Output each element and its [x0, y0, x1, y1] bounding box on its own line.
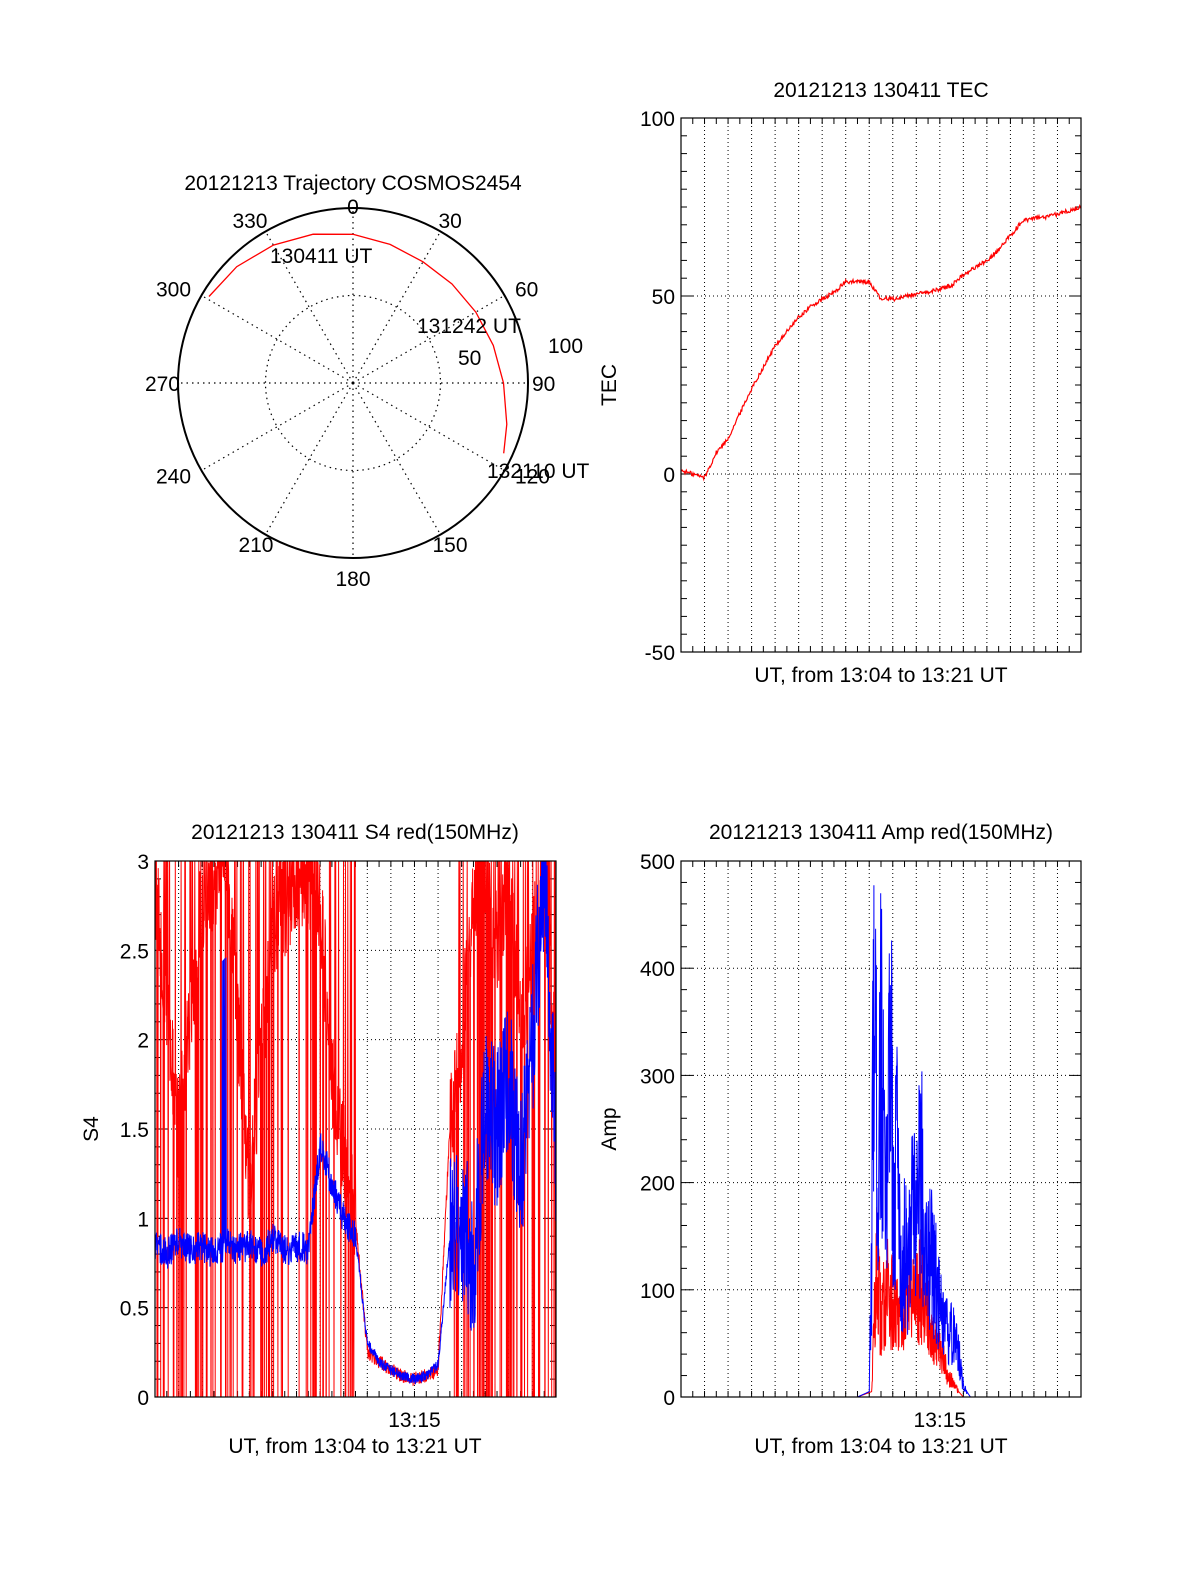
- y-tick-label: 300: [640, 1065, 675, 1088]
- tec-plot-area: -50 0 50 100: [640, 108, 1082, 665]
- trajectory-track: [208, 233, 508, 454]
- tec-panel: 20121213 130411 TEC UT, from 13:04 to 13…: [598, 79, 1082, 687]
- amp-title: 20121213 130411 Amp red(150MHz): [709, 821, 1053, 844]
- series-red-line: [155, 861, 556, 1397]
- amp-panel: 20121213 130411 Amp red(150MHz) UT, from…: [598, 821, 1082, 1458]
- y-tick-label: 100: [640, 108, 675, 131]
- s4-xlabel: UT, from 13:04 to 13:21 UT: [228, 1435, 481, 1458]
- azimuth-label: 240: [156, 466, 191, 489]
- amp-plot-area: 0 100 200 300 400 500 13:15: [640, 851, 1082, 1432]
- radial-label-50: 50: [458, 347, 481, 370]
- s4-ylabel: S4: [80, 1116, 103, 1142]
- polar-spoke: [201, 382, 354, 472]
- s4-title: 20121213 130411 S4 red(150MHz): [191, 821, 519, 844]
- tec-ylabel: TEC: [598, 364, 621, 406]
- polar-outer-circle: [177, 207, 529, 559]
- azimuth-label: 210: [238, 534, 273, 557]
- azimuth-label: 0: [347, 196, 359, 219]
- y-tick-label: 2: [137, 1030, 149, 1053]
- y-tick-label: -50: [645, 642, 675, 665]
- polar-spoke: [352, 382, 505, 472]
- azimuth-label: 30: [439, 210, 462, 233]
- azimuth-label: 90: [532, 373, 555, 396]
- plot-frame: [680, 860, 1082, 1398]
- y-tick-label: 2.5: [120, 940, 149, 963]
- azimuth-label: 330: [232, 210, 267, 233]
- y-tick-label: 50: [652, 286, 675, 309]
- tec-xlabel: UT, from 13:04 to 13:21 UT: [754, 664, 1007, 687]
- trajectory-title: 20121213 Trajectory COSMOS2454: [184, 172, 522, 195]
- y-tick-label: 400: [640, 958, 675, 981]
- s4-plot-area: 0 0.5 1 1.5 2 2.5 3 13:15: [120, 851, 557, 1432]
- polar-spoke: [264, 382, 354, 535]
- series-blue-line: [681, 885, 1081, 1397]
- y-tick-label: 1.5: [120, 1119, 149, 1142]
- y-tick-label: 100: [640, 1280, 675, 1303]
- y-tick-label: 200: [640, 1173, 675, 1196]
- trajectory-time-label: 130411 UT: [270, 245, 373, 268]
- s4-panel: 20121213 130411 S4 red(150MHz) UT, from …: [80, 821, 557, 1458]
- trajectory-time-label: 131242 UT: [417, 315, 521, 338]
- amp-xlabel: UT, from 13:04 to 13:21 UT: [754, 1435, 1007, 1458]
- polar-azimuth-labels: 0 30 60 90 120 150 180 210 240 270 300 330 100 50: [145, 196, 583, 591]
- y-tick-label: 1: [137, 1208, 149, 1231]
- y-tick-label: 0: [137, 1387, 149, 1410]
- trajectory-line: [208, 233, 508, 454]
- x-tick-label: 13:15: [914, 1409, 967, 1432]
- trajectory-panel: 20121213 Trajectory COSMOS2454 0 30 60 90 12…: [145, 172, 590, 591]
- azimuth-label: 180: [335, 568, 370, 591]
- azimuth-label: 60: [515, 279, 538, 302]
- trajectory-annotations: 130411 UT 131242 UT 132110 UT: [270, 245, 590, 483]
- radial-label-100: 100: [548, 335, 583, 358]
- x-tick-label: 13:15: [388, 1409, 441, 1432]
- y-tick-label: 0: [663, 464, 675, 487]
- plot-frame: [154, 860, 557, 1398]
- azimuth-label: 120: [515, 466, 550, 489]
- azimuth-label: 150: [433, 534, 468, 557]
- polar-inner-circle: [264, 294, 442, 472]
- azimuth-label: 270: [145, 373, 180, 396]
- trajectory-time-label: 132110 UT: [487, 460, 590, 483]
- polar-spoke: [352, 382, 442, 535]
- y-tick-label: 500: [640, 851, 675, 874]
- polar-grid: [177, 207, 529, 559]
- y-tick-label: 0.5: [120, 1298, 149, 1321]
- azimuth-label: 300: [156, 279, 191, 302]
- series-red-line: [681, 203, 1081, 482]
- plot-frame: [680, 117, 1082, 653]
- amp-ylabel: Amp: [598, 1107, 621, 1150]
- y-tick-label: 0: [663, 1387, 675, 1410]
- tec-title: 20121213 130411 TEC: [773, 79, 988, 102]
- series-red-line: [681, 1207, 1081, 1397]
- polar-spoke: [352, 294, 505, 384]
- y-tick-label: 3: [137, 851, 149, 874]
- series-blue-line: [155, 861, 556, 1385]
